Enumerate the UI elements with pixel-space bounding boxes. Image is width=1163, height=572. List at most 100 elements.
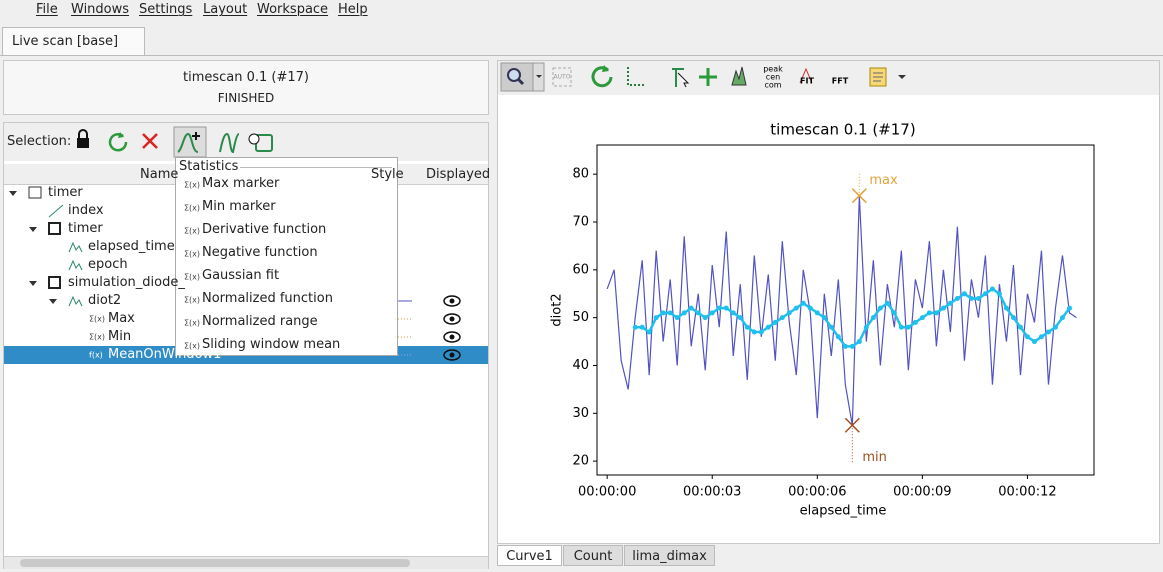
point	[695, 310, 701, 316]
scan-box: timescan 0.1 (#17) FINISHED	[3, 60, 489, 115]
menu-icons: Σ(x) Σ(x) Σ(x) Σ(x) Σ(x) Σ(x) Σ(x) Σ(x)	[184, 181, 200, 351]
point	[940, 305, 946, 311]
point	[835, 334, 841, 340]
point	[989, 286, 995, 292]
menu-item[interactable]: Normalized function	[202, 291, 333, 306]
point	[912, 319, 918, 325]
selection-label: Selection:	[7, 134, 72, 149]
peak-label: peak	[763, 65, 783, 74]
point	[1010, 315, 1016, 321]
tree-row-label[interactable]: elapsed_time	[88, 239, 175, 254]
point	[891, 310, 897, 316]
statistics-menu: Statistics Σ(x) Σ(x) Σ(x) Σ(x) Σ(x) Σ(x) Σ(x) Σ…	[175, 157, 398, 356]
point	[1038, 334, 1044, 340]
menu-item[interactable]: Min marker	[202, 199, 276, 214]
plot-area	[596, 144, 1095, 476]
menubar	[0, 0, 1163, 21]
sigma-icon: Σ(x)	[184, 273, 200, 282]
tree-row-label[interactable]: epoch	[88, 257, 128, 272]
point	[1059, 315, 1065, 321]
menu-item[interactable]: Layout	[203, 2, 248, 17]
menu-item[interactable]: Workspace	[257, 2, 329, 17]
point	[1017, 324, 1023, 330]
tree-row-label[interactable]: MeanOnWindow1	[108, 347, 222, 362]
eye	[443, 349, 461, 361]
marker	[844, 417, 860, 433]
x-tick-label: 00:00:06	[788, 485, 846, 500]
menu-item[interactable]: Max marker	[202, 176, 280, 191]
tree-row-label[interactable]: index	[68, 203, 104, 218]
column-header[interactable]: Name	[140, 167, 179, 182]
point	[884, 300, 890, 306]
point	[709, 310, 715, 316]
tab[interactable]: Live scan [base]	[2, 27, 145, 55]
point	[667, 310, 673, 316]
menu-item[interactable]: Normalized range	[202, 314, 318, 329]
menu-title: Statistics	[179, 159, 239, 174]
marker-label: max	[869, 173, 898, 188]
point	[849, 343, 855, 349]
point	[961, 291, 967, 297]
marker	[851, 188, 867, 204]
y-tick-label: 70	[572, 215, 589, 230]
point	[1024, 334, 1030, 340]
fft-label: FFT	[832, 77, 849, 86]
point	[933, 310, 939, 316]
y-tick-label: 60	[572, 262, 589, 277]
tree-row-label[interactable]: Min	[108, 329, 132, 344]
tree-row-label[interactable]: timer	[68, 221, 103, 236]
menu-item[interactable]: Settings	[139, 2, 193, 17]
column-header[interactable]: Style	[371, 167, 404, 182]
point	[982, 291, 988, 297]
point	[828, 324, 834, 330]
menu-item[interactable]: Help	[338, 2, 368, 17]
menu-item[interactable]: Derivative function	[202, 222, 327, 237]
point	[758, 329, 764, 335]
column-header[interactable]: Displayed	[426, 167, 491, 182]
tree-row-label[interactable]: timer	[48, 185, 83, 200]
expander	[9, 191, 17, 196]
point	[653, 315, 659, 321]
com-label: com	[764, 81, 781, 90]
eye-pupil	[449, 352, 455, 358]
bottom-tab[interactable]: Count	[563, 545, 623, 566]
auto-label: AUTO	[554, 74, 571, 81]
point	[947, 300, 953, 306]
point	[1045, 329, 1051, 335]
h-scrollbar[interactable]	[4, 556, 488, 569]
eye-pupil	[449, 334, 455, 340]
menu-item[interactable]: File	[36, 2, 58, 17]
point	[716, 305, 722, 311]
menu-item[interactable]: Sliding window mean	[202, 337, 341, 352]
icon	[48, 276, 61, 289]
icon	[48, 222, 61, 235]
point	[863, 324, 869, 330]
bottom-tab[interactable]: Curve1	[497, 545, 562, 566]
bottom-tab[interactable]: lima_dimax	[624, 545, 715, 566]
chart: timescan 0.1 (#17) elapsed_time diot2 20…	[550, 121, 1095, 519]
point	[632, 324, 638, 330]
point	[793, 305, 799, 311]
scroll-thumb[interactable]	[20, 559, 410, 567]
eye	[443, 313, 461, 325]
menu-item[interactable]: Gaussian fit	[202, 268, 280, 283]
sigma-icon: Σ(x)	[184, 181, 200, 190]
point	[639, 324, 645, 330]
stat-icon: Σ(x)	[89, 333, 105, 342]
tree-row-label[interactable]: Max	[108, 311, 135, 326]
point	[723, 305, 729, 311]
y-axis-label: diot2	[550, 293, 565, 326]
point	[786, 310, 792, 316]
plot-toolbar-icons: AUTO peak cen com FIT FFT	[500, 62, 906, 92]
tree-row-label[interactable]: diot2	[88, 293, 122, 308]
y-tick-label: 40	[572, 358, 589, 373]
icon	[28, 186, 42, 199]
menu-separator	[240, 167, 392, 168]
y-tick-label: 20	[572, 454, 589, 469]
tree-row-label[interactable]: simulation_diode_	[68, 275, 185, 290]
point	[751, 329, 757, 335]
point	[842, 343, 848, 349]
menu-item[interactable]: Negative function	[202, 245, 318, 260]
menu-item[interactable]: Windows	[71, 2, 130, 17]
